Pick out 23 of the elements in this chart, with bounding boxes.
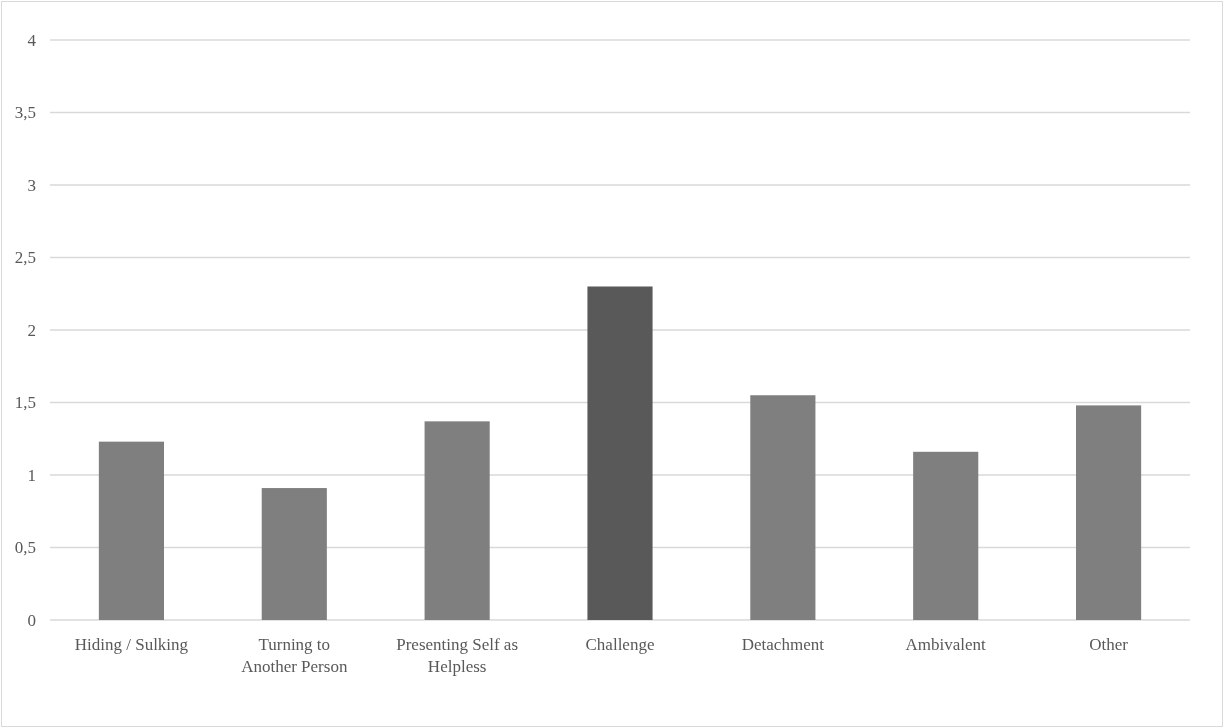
y-tick-label: 3 [27, 175, 36, 195]
x-tick-label: Hiding / Sulking [74, 635, 189, 654]
y-tick-label: 4 [27, 30, 37, 50]
y-tick-label: 1,5 [14, 393, 36, 413]
x-tick-label: Other [1089, 635, 1129, 654]
x-tick-label: Turning to Another Person [241, 635, 348, 677]
bar [587, 286, 653, 620]
y-tick-label: 2,5 [14, 248, 36, 268]
bar [424, 421, 490, 620]
x-tick-label: Presenting Self as Helpless [396, 635, 519, 677]
bar [98, 441, 164, 620]
bar [750, 395, 816, 620]
y-tick-label: 2 [27, 320, 36, 340]
x-tick-label: Detachment [741, 635, 825, 654]
y-tick-label: 3,5 [14, 103, 36, 123]
bar [1076, 405, 1142, 620]
y-tick-label: 1 [27, 465, 36, 485]
bar [261, 488, 327, 620]
y-tick-label: 0 [27, 610, 36, 630]
bar [913, 451, 979, 620]
x-tick-label: Ambivalent [905, 635, 987, 654]
x-tick-label: Challenge [585, 635, 655, 654]
y-tick-label: 0,5 [14, 538, 36, 558]
